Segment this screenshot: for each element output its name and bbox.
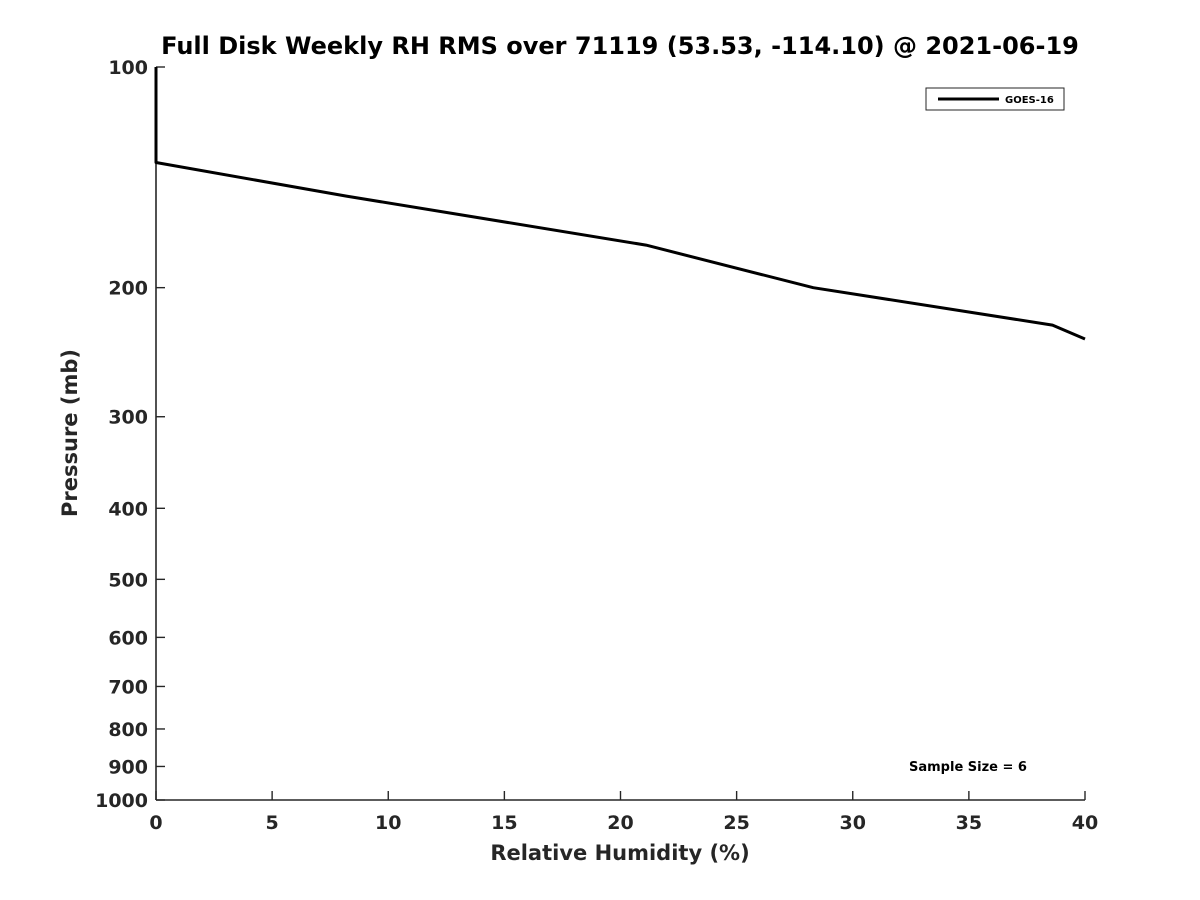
y-tick-label: 400: [108, 498, 148, 520]
x-tick-label: 5: [266, 812, 279, 834]
legend: GOES-16: [925, 87, 1065, 111]
series-layer: [154, 67, 1086, 341]
y-tick-label: 200: [108, 278, 148, 300]
y-tick-label: 100: [108, 57, 148, 79]
series-line-goes-16: [154, 67, 1086, 341]
y-tick-label: 1000: [95, 790, 148, 812]
x-tick-label: 10: [375, 812, 401, 834]
y-tick-label: 300: [108, 407, 148, 429]
x-axis-ticks: 0 5 10 15 20 25 30 35 40: [149, 791, 1098, 834]
y-tick-label: 800: [108, 719, 148, 741]
legend-label-goes-16: GOES-16: [1005, 95, 1054, 106]
x-tick-label: 25: [723, 812, 749, 834]
x-tick-label: 40: [1072, 812, 1098, 834]
y-axis-label: Pressure (mb): [58, 349, 82, 517]
y-axis-ticks: 100 200 300 400 500 600 700 800 900 1000: [95, 57, 165, 812]
x-tick-label: 30: [840, 812, 866, 834]
x-tick-label: 0: [149, 812, 162, 834]
x-tick-label: 35: [956, 812, 982, 834]
x-tick-label: 15: [491, 812, 517, 834]
chart-title: Full Disk Weekly RH RMS over 71119 (53.5…: [161, 32, 1079, 60]
y-tick-label: 500: [108, 569, 148, 591]
chart-axes: [155, 67, 1085, 801]
x-tick-label: 20: [607, 812, 633, 834]
y-tick-label: 900: [108, 756, 148, 778]
y-tick-label: 700: [108, 676, 148, 698]
x-axis-label: Relative Humidity (%): [490, 841, 749, 865]
y-tick-label: 600: [108, 627, 148, 649]
sample-size-annotation: Sample Size = 6: [909, 760, 1027, 775]
